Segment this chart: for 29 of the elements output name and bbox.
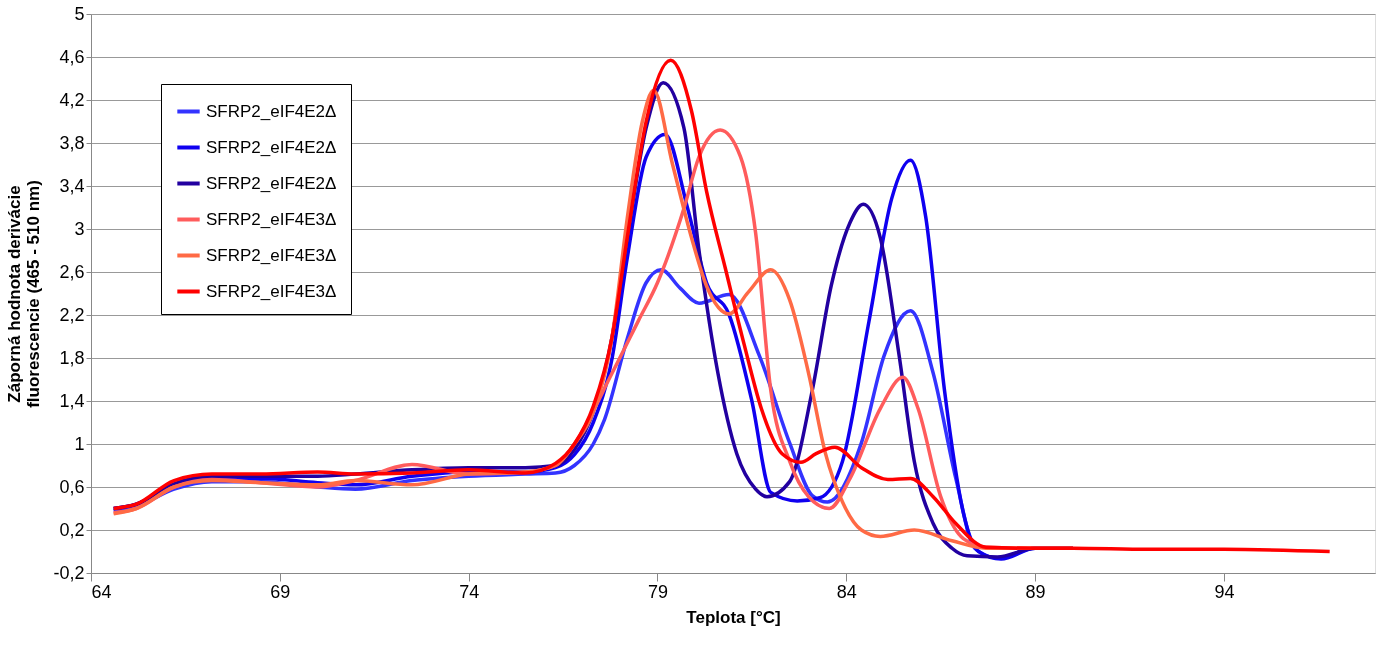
y-tick-label: 1 xyxy=(74,433,85,454)
y-tick-label: 3,8 xyxy=(59,132,85,153)
y-tick-label: 3 xyxy=(74,218,85,239)
y-tick-label: 1,8 xyxy=(59,347,85,368)
x-tick-label: 89 xyxy=(1025,581,1046,602)
legend-label: SFRP2_eIF4E3Δ xyxy=(206,281,337,301)
y-axis-title: Záporná hodnota derivácie fluorescencie (465 - 510 nm) xyxy=(5,180,44,408)
y-tick-label: 5 xyxy=(74,3,85,24)
y-tick-label: -0,2 xyxy=(53,562,85,583)
x-tick-label: 74 xyxy=(459,581,480,602)
x-tick-label: 69 xyxy=(270,581,291,602)
legend-label: SFRP2_eIF4E2Δ xyxy=(206,137,337,157)
x-tick-label: 94 xyxy=(1214,581,1235,602)
x-axis-title: Teplota [°C] xyxy=(686,607,781,627)
x-tick-label: 84 xyxy=(836,581,857,602)
y-tick-label: 2,2 xyxy=(59,304,85,325)
y-tick-label: 0,2 xyxy=(59,519,85,540)
legend-label: SFRP2_eIF4E3Δ xyxy=(206,209,337,229)
y-tick-label: 2,6 xyxy=(59,261,85,282)
x-tick-label: 64 xyxy=(91,581,112,602)
y-tick-label: 0,6 xyxy=(59,476,85,497)
legend-label: SFRP2_eIF4E2Δ xyxy=(206,173,337,193)
y-tick-label: 4,6 xyxy=(59,46,85,67)
legend-label: SFRP2_eIF4E2Δ xyxy=(206,101,337,121)
legend-label: SFRP2_eIF4E3Δ xyxy=(206,245,337,265)
x-tick-label: 79 xyxy=(647,581,668,602)
y-tick-label: 3,4 xyxy=(59,175,85,196)
y-tick-label: 4,2 xyxy=(59,89,85,110)
y-tick-label: 1,4 xyxy=(59,390,85,411)
